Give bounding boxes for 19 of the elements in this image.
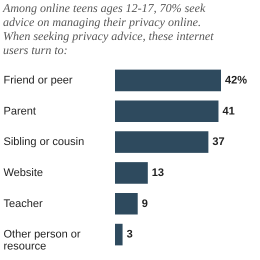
y-tick-label: Teacher: [4, 198, 43, 210]
bar: [115, 224, 123, 246]
bar: [115, 192, 138, 215]
data-label: 37: [212, 136, 225, 148]
data-label: 9: [142, 198, 148, 210]
y-tick-label: Parent: [4, 105, 36, 118]
bar: [115, 162, 148, 184]
y-tick-label: Other person or resource: [4, 228, 81, 253]
data-label: 42%: [225, 74, 248, 86]
chart-title: Among online teens ages 12-17, 70% seek advice on managing their privacy online. When seeking privacy advice, these internet users turn to:: [2, 1, 214, 57]
y-tick-label: Friend or peer: [4, 74, 73, 86]
bar: [115, 131, 208, 153]
data-label: 13: [152, 166, 164, 179]
data-label: 41: [222, 105, 235, 118]
bar: [115, 70, 221, 92]
y-tick-label: Sibling or cousin: [4, 136, 84, 148]
bar: [115, 100, 218, 122]
y-tick-label: Website: [4, 166, 44, 179]
data-label: 3: [126, 228, 133, 241]
